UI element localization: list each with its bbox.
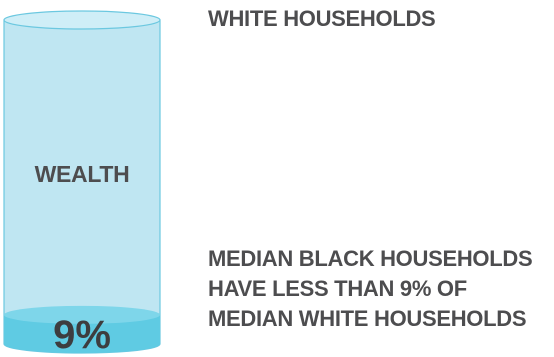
wealth-label: WEALTH: [34, 161, 130, 187]
percent-value-label: 9%: [53, 313, 111, 357]
caption-line-2: HAVE LESS THAN 9% OF: [208, 276, 467, 301]
white-households-cylinder-top: [3, 10, 161, 30]
caption-line-1: MEDIAN BLACK HOUSEHOLDS: [208, 246, 533, 271]
caption-line-3: MEDIAN WHITE HOUSEHOLDS: [208, 306, 527, 331]
black-households-fill-body: [4, 314, 160, 353]
white-households-label: WHITE HOUSEHOLDS: [208, 6, 436, 31]
caption: MEDIAN BLACK HOUSEHOLDS HAVE LESS THAN 9…: [208, 244, 533, 334]
black-households-fill-top: [4, 305, 160, 324]
